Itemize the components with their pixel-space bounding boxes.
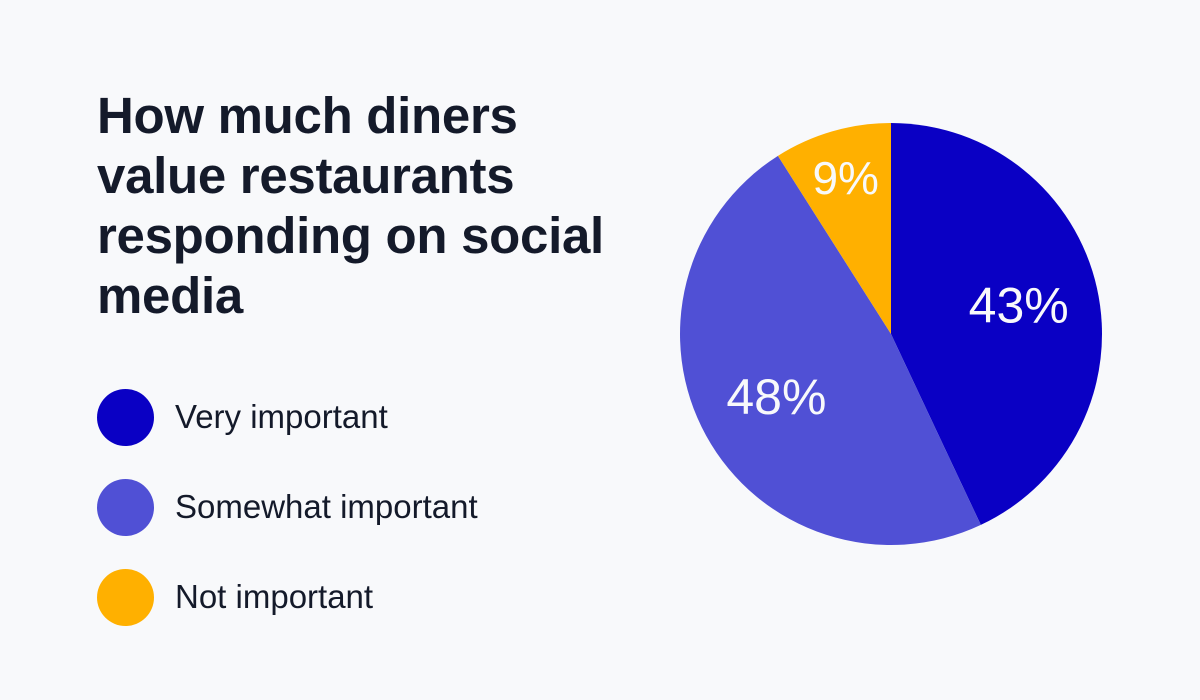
pie-slice-not-important [777,123,891,334]
pie-label-very-important: 43% [969,278,1069,334]
pie-slice-somewhat-important [680,155,981,545]
chart-title: How much diners value restaurants respon… [97,87,604,324]
legend-item-very-important: Very important [97,388,478,446]
legend-item-not-important: Not important [97,568,478,626]
pie-slice-very-important [891,123,1103,525]
legend-swatch-somewhat-important [97,478,154,536]
pie-label-not-important: 9% [812,152,878,204]
legend-label: Not important [175,578,374,615]
legend-label: Very important [175,398,388,435]
legend-label: Somewhat important [175,488,478,525]
legend-item-somewhat-important: Somewhat important [97,478,478,536]
pie-slices [680,123,1103,545]
legend-swatch-not-important [97,568,154,626]
pie-label-somewhat-important: 48% [726,369,826,425]
legend: Very important Somewhat important Not im… [97,388,478,626]
pie-labels: 43% 48% 9% [726,152,1068,425]
legend-swatch-very-important [97,388,154,446]
